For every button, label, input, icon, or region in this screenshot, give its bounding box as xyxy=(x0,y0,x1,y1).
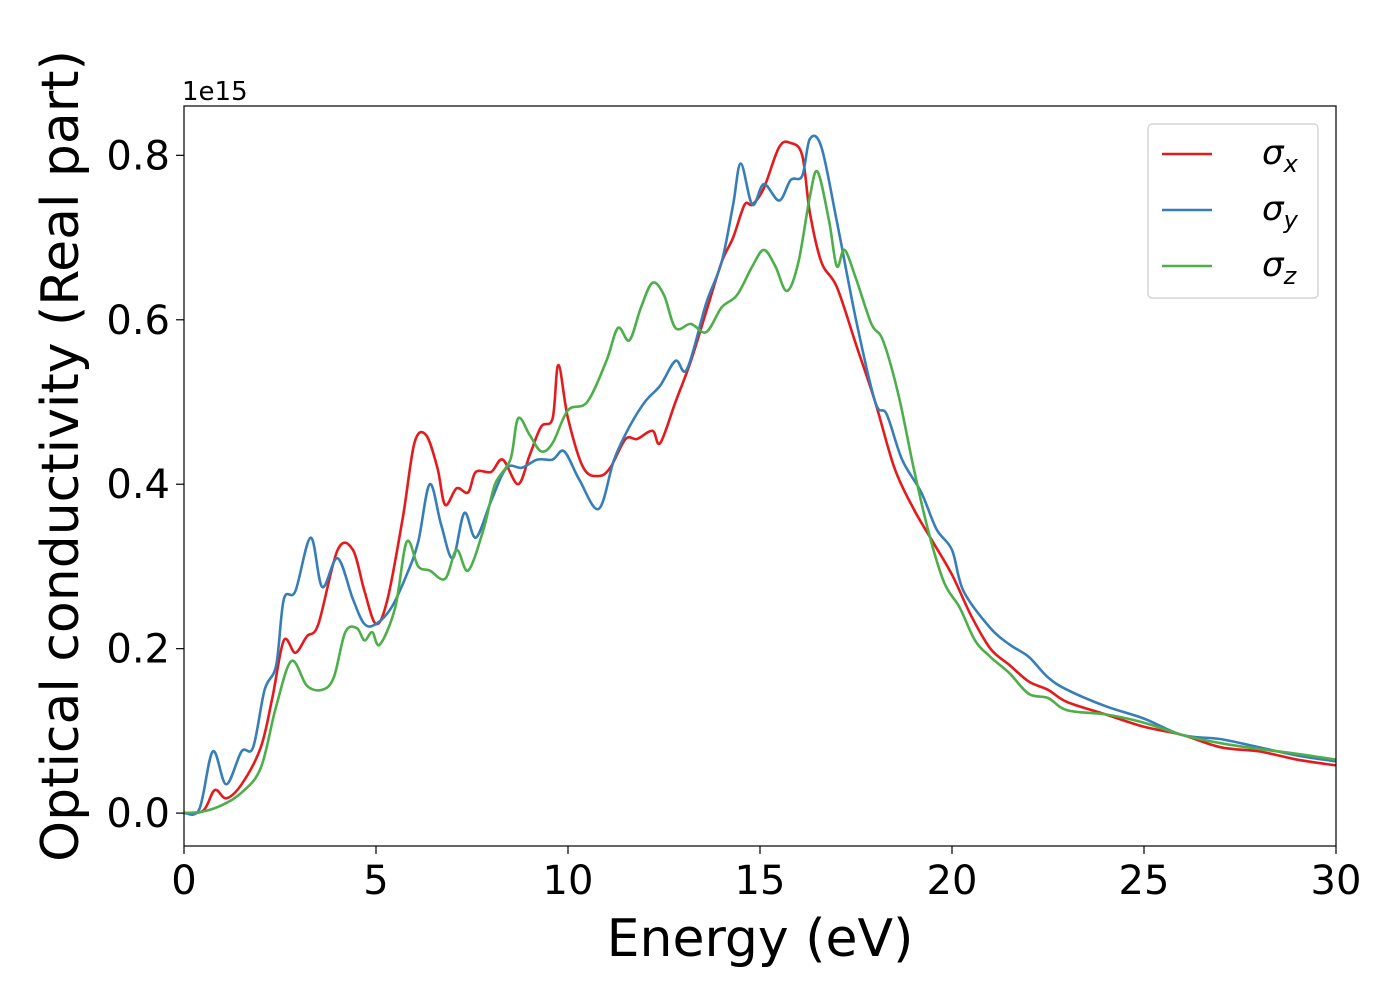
x-tick-label: 30 xyxy=(1311,858,1362,904)
y-tick-label: 0.8 xyxy=(106,133,170,179)
y-tick-label: 0.0 xyxy=(106,791,170,837)
y-tick-label: 0.6 xyxy=(106,298,170,344)
x-tick-label: 20 xyxy=(927,858,978,904)
x-tick-label: 25 xyxy=(1119,858,1170,904)
x-axis-ticks: 0 5 10 15 20 25 30 xyxy=(171,846,1361,904)
x-tick-label: 0 xyxy=(171,858,196,904)
series-line-y xyxy=(184,134,1336,816)
y-offset-label: 1e15 xyxy=(182,77,248,107)
x-tick-label: 10 xyxy=(543,858,594,904)
legend-label-y: σy xyxy=(1262,189,1299,234)
series-line-z xyxy=(184,169,1336,815)
y-axis-ticks: 0.0 0.2 0.4 0.6 0.8 xyxy=(106,133,184,837)
x-axis-label: Energy (eV) xyxy=(607,909,914,969)
legend-box xyxy=(1147,123,1319,299)
x-tick-label: 5 xyxy=(363,858,388,904)
y-tick-label: 0.2 xyxy=(106,627,170,673)
legend-label-z: σz xyxy=(1262,245,1298,290)
series-line-x xyxy=(184,140,1336,815)
y-axis-label: Optical conductivity (Real part) xyxy=(31,50,91,862)
legend: σx σy σz xyxy=(1147,123,1319,299)
y-tick-label: 0.4 xyxy=(106,462,170,508)
legend-label-x: σx xyxy=(1262,133,1299,178)
x-tick-label: 15 xyxy=(735,858,786,904)
series-layer xyxy=(184,134,1336,816)
